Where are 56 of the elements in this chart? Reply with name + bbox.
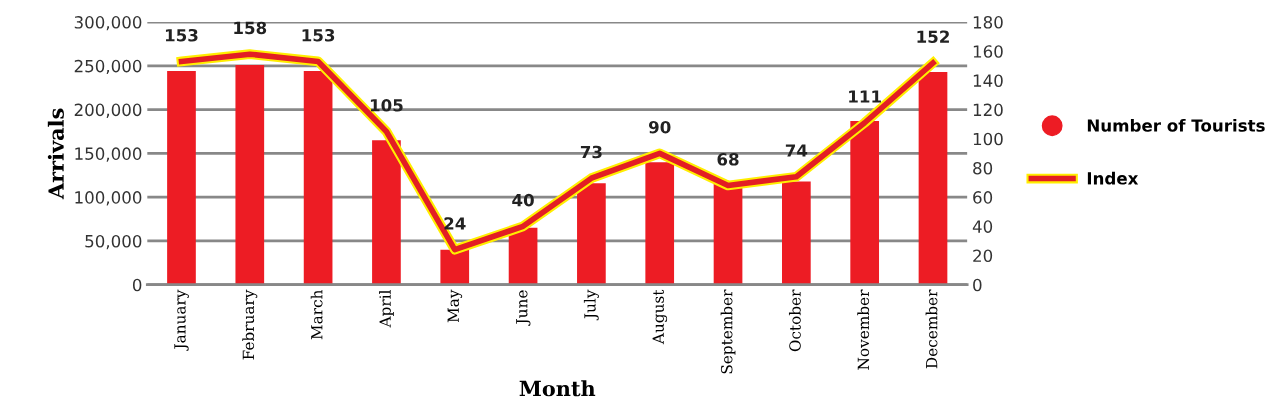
y-axis-title: Arrivals — [47, 108, 64, 200]
bar — [713, 184, 743, 285]
data-label: 24 — [444, 217, 466, 230]
y2-tick-label: 120 — [973, 103, 1003, 117]
x-tick-label: June — [516, 290, 531, 326]
bar — [440, 249, 470, 285]
x-tick-label: September — [720, 289, 736, 374]
y2-tick-label: 60 — [973, 191, 993, 204]
legend-label: Index — [1087, 171, 1139, 185]
data-label: 105 — [370, 98, 403, 112]
data-label: 153 — [165, 28, 198, 42]
data-label: 158 — [234, 21, 267, 35]
bar — [918, 71, 948, 285]
y2-tick-label: 100 — [973, 132, 1003, 146]
data-label: 111 — [849, 90, 881, 103]
y2-tick-label: 180 — [973, 16, 1003, 29]
y-tick-label: 50,000 — [85, 234, 142, 250]
data-label: 153 — [302, 28, 335, 42]
bar — [850, 120, 880, 285]
data-label: 90 — [648, 120, 671, 134]
x-tick-label: December — [925, 289, 938, 369]
bar — [372, 140, 401, 285]
legend-label: Number of Tourists — [1087, 118, 1265, 132]
bar — [577, 183, 606, 285]
x-tick-label: April — [379, 290, 394, 328]
y2-tick-label: 40 — [972, 220, 993, 233]
data-label: 73 — [580, 145, 602, 159]
x-tick-label: July — [583, 289, 599, 321]
data-label: 40 — [512, 193, 534, 207]
bar — [167, 71, 196, 285]
y-tick-label: 200,000 — [74, 103, 142, 118]
x-tick-label: February — [242, 289, 258, 360]
bar — [645, 162, 675, 285]
y2-tick-label: 80 — [973, 161, 993, 175]
y-tick-label: 0 — [132, 278, 142, 292]
x-tick-label: March — [310, 289, 323, 340]
data-label: 152 — [917, 30, 949, 44]
x-tick-label: November — [857, 289, 870, 370]
y-tick-label: 300,000 — [74, 16, 142, 31]
y-tick-label: 250,000 — [74, 59, 142, 75]
x-tick-label: May — [447, 289, 463, 323]
y2-tick-label: 0 — [973, 278, 982, 292]
y2-tick-label: 160 — [973, 45, 1003, 58]
y-tick-label: 100,000 — [75, 191, 142, 206]
bar — [782, 181, 811, 285]
bar — [303, 71, 333, 285]
x-tick-label: January — [174, 289, 189, 351]
data-label: 68 — [717, 152, 739, 166]
x-tick-label: August — [652, 289, 668, 345]
data-label: 74 — [785, 144, 808, 157]
bar — [235, 64, 265, 285]
x-axis-title: Month — [519, 380, 596, 397]
y-tick-label: 150,000 — [75, 147, 142, 162]
x-tick-label: October — [788, 289, 801, 352]
y2-tick-label: 140 — [973, 74, 1003, 87]
y2-tick-label: 20 — [973, 249, 993, 263]
